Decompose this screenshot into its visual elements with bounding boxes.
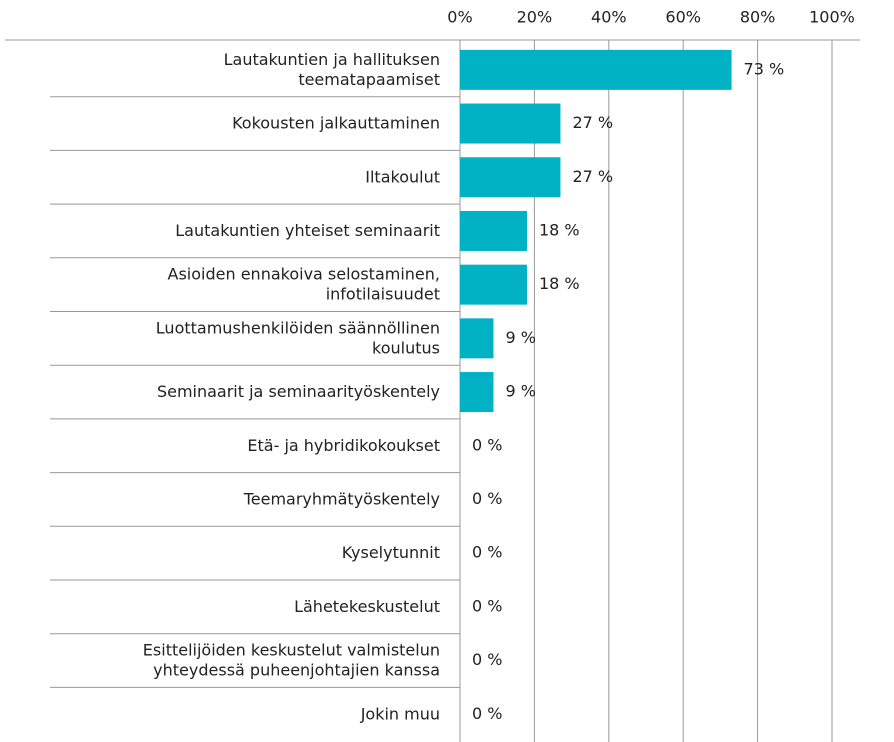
category-label: Kyselytunnit xyxy=(342,543,440,562)
x-tick-label: 80% xyxy=(740,8,776,27)
x-tick-label: 100% xyxy=(809,8,855,27)
value-label: 0 % xyxy=(472,704,502,723)
bar xyxy=(460,103,561,144)
bar xyxy=(460,210,527,251)
category-label: Jokin muu xyxy=(360,704,440,723)
value-label: 0 % xyxy=(472,596,502,615)
bar xyxy=(460,264,527,305)
value-label: 18 % xyxy=(539,274,580,293)
value-label: 18 % xyxy=(539,220,580,239)
category-label: Lähetekeskustelut xyxy=(294,596,440,615)
value-label: 9 % xyxy=(505,382,535,401)
value-label: 0 % xyxy=(472,435,502,454)
category-label: Kokousten jalkauttaminen xyxy=(232,113,440,132)
x-tick-label: 20% xyxy=(517,8,553,27)
bar xyxy=(460,372,494,413)
value-label: 0 % xyxy=(472,543,502,562)
bar xyxy=(460,318,494,359)
value-label: 0 % xyxy=(472,650,502,669)
value-label: 27 % xyxy=(572,113,613,132)
bar xyxy=(460,49,732,90)
category-label: Teemaryhmätyöskentely xyxy=(243,489,440,508)
category-label: Asioiden ennakoiva selostaminen, infotila… xyxy=(168,264,440,303)
value-label: 0 % xyxy=(472,489,502,508)
category-label: Luottamushenkilöiden säännöllinen koulutu… xyxy=(156,318,440,357)
value-label: 27 % xyxy=(572,167,613,186)
category-label: Lautakuntien ja hallituksen teematapaamis… xyxy=(224,49,440,88)
category-label: Seminaarit ja seminaarityöskentely xyxy=(157,382,440,401)
category-label: Esittelijöiden keskustelut valmistelun yh… xyxy=(143,640,440,679)
x-tick-label: 60% xyxy=(665,8,701,27)
category-label: Iltakoulut xyxy=(365,167,440,186)
bar xyxy=(460,157,561,198)
value-label: 9 % xyxy=(505,328,535,347)
x-tick-label: 40% xyxy=(591,8,627,27)
category-label: Etä- ja hybridikokoukset xyxy=(247,435,440,454)
x-tick-label: 0% xyxy=(447,8,472,27)
value-label: 73 % xyxy=(744,59,785,78)
category-label: Lautakuntien yhteiset seminaarit xyxy=(175,220,440,239)
